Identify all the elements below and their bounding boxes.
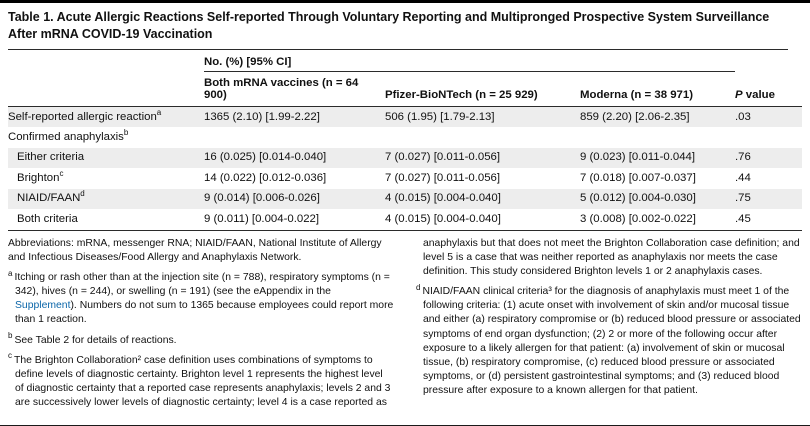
cell-p-value: .75 <box>735 188 802 210</box>
cell-p-value: .45 <box>735 212 751 225</box>
cell-value: 3 (0.008) [0.002-0.022] <box>580 212 696 225</box>
footnote-b: b See Table 2 for details of reactions. <box>8 331 394 348</box>
footnote-b-text: See Table 2 for details of reactions. <box>14 334 177 346</box>
table-row: Either criteria 16 (0.025) [0.014-0.040]… <box>8 147 802 169</box>
cell-value: 7 (0.018) [0.007-0.037] <box>580 171 696 184</box>
footnote-ref-b: b <box>123 128 129 138</box>
column-header-moderna: Moderna (n = 38 971) <box>580 71 735 107</box>
cell-value: 4 (0.015) [0.004-0.040] <box>385 188 580 210</box>
cell-p-value: .76 <box>735 147 802 169</box>
row-label: Brightonc <box>17 169 64 184</box>
footnote-c-text: The Brighton Collaboration² case definit… <box>14 237 800 409</box>
results-table: No. (%) [95% CI] Both mRNA vaccines (n =… <box>8 50 802 231</box>
table-row: Brightonc 14 (0.022) [0.012-0.036] 7 (0.… <box>8 168 802 188</box>
footnote-c: c The Brighton Collaboration² case defini… <box>8 237 802 411</box>
cell-value: 7 (0.027) [0.011-0.056] <box>385 171 501 184</box>
abbreviations-note: Abbreviations: mRNA, messenger RNA; NIAI… <box>8 237 382 263</box>
table-section-row: Confirmed anaphylaxisb <box>8 127 802 147</box>
cell-value: 16 (0.025) [0.014-0.040] <box>204 147 385 169</box>
cell-value: 9 (0.011) [0.004-0.022] <box>204 212 320 225</box>
cell-value: 7 (0.027) [0.011-0.056] <box>385 147 580 169</box>
footnote-a-text-after: ). Numbers do not sum to 1365 because em… <box>15 300 394 326</box>
footnote-a-marker: a <box>8 268 13 278</box>
cell-p-value: .44 <box>735 171 751 184</box>
section-label: Confirmed anaphylaxisb <box>8 128 129 143</box>
table-row: NIAID/FAANd 9 (0.014) [0.006-0.026] 4 (0… <box>8 188 802 210</box>
footnote-d-text: NIAID/FAAN clinical criteria³ for the di… <box>422 286 801 397</box>
row-label: Both criteria <box>17 212 78 225</box>
row-label: Either criteria <box>8 147 204 169</box>
column-header-row: Both mRNA vaccines (n = 64 900) Pfizer-B… <box>8 71 802 107</box>
footnote-ref-c: c <box>59 169 64 179</box>
cell-value: 4 (0.015) [0.004-0.040] <box>385 212 501 225</box>
spacer-cell <box>8 71 204 107</box>
row-label: NIAID/FAANd <box>8 188 204 210</box>
cell-p-value: .03 <box>735 106 802 128</box>
column-header-both-vaccines: Both mRNA vaccines (n = 64 900) <box>204 71 385 107</box>
group-header-row: No. (%) [95% CI] <box>8 50 802 72</box>
footnotes: Abbreviations: mRNA, messenger RNA; NIAI… <box>8 231 802 411</box>
cell-value: 859 (2.20) [2.06-2.35] <box>580 106 735 128</box>
cell-value: 1365 (2.10) [1.99-2.22] <box>204 106 385 128</box>
cell-value: 9 (0.014) [0.006-0.026] <box>204 188 385 210</box>
row-label: Self-reported allergic reactiona <box>8 106 204 128</box>
table-title: Table 1. Acute Allergic Reactions Self-r… <box>8 3 788 50</box>
spacer-cell <box>8 50 204 72</box>
cell-value: 506 (1.95) [1.79-2.13] <box>385 106 580 128</box>
p-value-rest: value <box>742 89 775 101</box>
column-header-pfizer: Pfizer-BioNTech (n = 25 929) <box>385 71 580 107</box>
footnote-ref-d: d <box>80 189 85 199</box>
table-row: Self-reported allergic reactiona 1365 (2… <box>8 106 802 128</box>
supplement-link[interactable]: Supplement <box>15 300 71 312</box>
cell-value: 9 (0.023) [0.011-0.044] <box>580 147 735 169</box>
spacer-cell <box>735 50 802 72</box>
footnote-ref-a: a <box>156 107 162 117</box>
column-group-header: No. (%) [95% CI] <box>204 50 735 72</box>
footnote-d: d NIAID/FAAN clinical criteria³ for the d… <box>416 282 802 398</box>
footnote-a-text: Itching or rash other than at the inject… <box>14 272 390 298</box>
column-header-p-value: P value <box>735 71 802 107</box>
p-value-italic: P <box>735 89 743 101</box>
footnote-c-marker: c <box>8 351 12 361</box>
cell-value: 5 (0.012) [0.004-0.030] <box>580 188 735 210</box>
cell-value: 14 (0.022) [0.012-0.036] <box>204 171 327 184</box>
footnote-b-marker: b <box>8 331 13 341</box>
footnote-d-marker: d <box>416 282 421 292</box>
table-row: Both criteria 9 (0.011) [0.004-0.022] 4 … <box>8 209 802 230</box>
footnote-a: a Itching or rash other than at the injec… <box>8 268 394 328</box>
